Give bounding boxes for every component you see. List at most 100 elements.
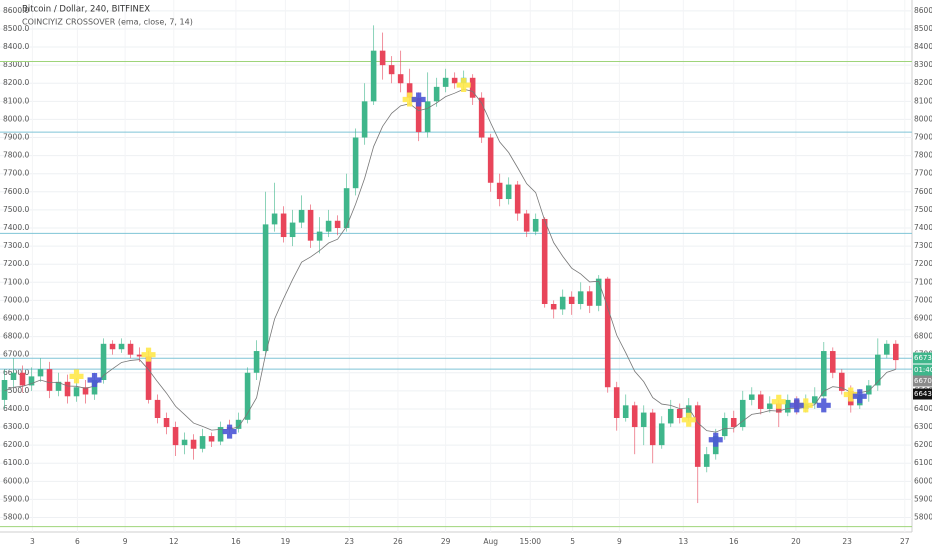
y-tick-label-left: 7200.0 (3, 259, 29, 268)
candle-body (559, 296, 566, 310)
candle-body (442, 77, 449, 87)
price-label: 01:40:11 (914, 366, 932, 374)
candle-body (82, 387, 89, 395)
candle-body (613, 387, 620, 418)
candle-body (325, 220, 332, 232)
y-tick-label-left: 6000.0 (3, 476, 29, 485)
y-tick-label: 8400.0 (914, 42, 932, 51)
candle-body (181, 439, 188, 446)
candle-body (820, 351, 827, 397)
candle-body (307, 209, 314, 241)
candle-body (523, 213, 530, 232)
candle-body (73, 387, 80, 397)
cross-marker (402, 92, 417, 107)
candle-body (253, 351, 260, 373)
candle-body (406, 83, 413, 98)
candle-body (595, 278, 602, 306)
y-tick-label-left: 7400.0 (3, 223, 29, 232)
y-tick-label-left: 6400.0 (3, 404, 29, 413)
y-tick-label: 7300.0 (914, 241, 932, 250)
y-tick-label-left: 5900.0 (3, 494, 29, 503)
x-tick-label: 23 (842, 537, 852, 546)
price-label: 6670.7 (914, 377, 932, 385)
y-tick-label: 5800.0 (914, 513, 932, 522)
y-tick-label-left: 8300.0 (3, 60, 29, 69)
x-tick-label: 3 (30, 537, 35, 546)
candle-body (703, 454, 710, 467)
candle-body (28, 376, 35, 386)
y-tick-label: 6100.0 (914, 458, 932, 467)
candle-body (604, 278, 611, 388)
y-tick-label-left: 7600.0 (3, 187, 29, 196)
x-tick-label: 16 (231, 537, 241, 546)
y-tick-label: 6000.0 (914, 476, 932, 485)
y-tick-label-left: 8600.0 (3, 6, 29, 15)
cross-marker (69, 369, 84, 384)
price-label-box (913, 352, 932, 364)
candle-body (640, 412, 647, 428)
y-tick-label-left: 6500.0 (3, 386, 29, 395)
candle-body (469, 77, 476, 98)
chart-title: Bitcoin / Dollar, 240, BITFINEX (22, 5, 150, 15)
x-tick-label: 19 (281, 537, 291, 546)
x-tick-label: 29 (441, 537, 451, 546)
ema-line (4, 88, 896, 433)
cross-marker (816, 398, 831, 413)
y-tick-label: 6900.0 (914, 313, 932, 322)
candle-body (244, 372, 251, 420)
candle-body (658, 423, 665, 446)
y-tick-label: 8300.0 (914, 60, 932, 69)
x-tick-label: 9 (617, 537, 622, 546)
candle-body (262, 224, 269, 352)
x-tick-label: 20 (791, 537, 801, 546)
candle-body (37, 369, 44, 377)
candle-body (550, 304, 557, 310)
candle-body (487, 137, 494, 183)
y-tick-label-left: 8500.0 (3, 24, 29, 33)
candle-body (199, 436, 206, 449)
y-tick-label-left: 8200.0 (3, 78, 29, 87)
price-label-box (913, 388, 932, 400)
candle-body (622, 405, 629, 418)
y-tick-label: 7700.0 (914, 169, 932, 178)
indicator-title: COINCIYIZ CROSSOVER (ema, close, 7, 14) (22, 18, 193, 27)
x-tick-label: 6 (75, 537, 80, 546)
candle-body (145, 356, 152, 400)
candle-body (433, 86, 440, 102)
cross-marker (843, 387, 858, 402)
candle-body (235, 419, 242, 429)
candle-body (397, 74, 404, 84)
cross-marker (87, 373, 102, 387)
cross-marker (771, 394, 786, 409)
candle-body (784, 399, 791, 413)
candle-body (415, 97, 422, 133)
candle-body (748, 394, 755, 400)
candle-body (91, 380, 98, 395)
y-tick-label-left: 6800.0 (3, 332, 29, 341)
x-tick-label: 16 (729, 537, 739, 546)
x-tick-label: 5 (570, 537, 575, 546)
candle-body (217, 427, 224, 442)
y-tick-label: 7100.0 (914, 277, 932, 286)
price-label-box (913, 364, 932, 376)
candle-body (379, 50, 386, 66)
cross-marker (222, 424, 237, 439)
y-tick-label-left: 7900.0 (3, 133, 29, 142)
cross-marker (789, 398, 804, 413)
candle-body (343, 188, 350, 228)
price-label-box (913, 375, 932, 387)
candle-body (811, 396, 818, 404)
y-tick-label-left: 8000.0 (3, 114, 29, 123)
candle-body (568, 296, 575, 304)
candle-body (694, 405, 701, 467)
x-tick-label: 15:00 (519, 537, 541, 546)
y-tick-label: 7500.0 (914, 205, 932, 214)
candle-body (874, 354, 881, 386)
y-tick-label-left: 6600.0 (3, 368, 29, 377)
candle-body (334, 220, 341, 228)
y-tick-label: 8100.0 (914, 96, 932, 105)
candle-body (451, 77, 458, 84)
candle-body (370, 50, 377, 102)
candle-body (289, 222, 296, 238)
